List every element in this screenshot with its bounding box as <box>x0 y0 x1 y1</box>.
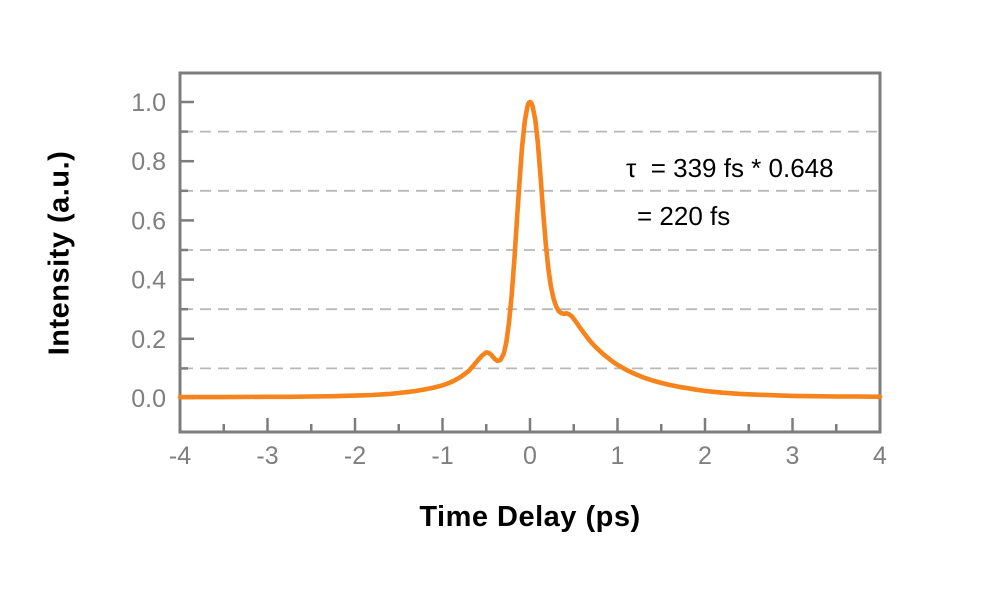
y-tick-label: 0.4 <box>131 267 166 295</box>
plot-box <box>178 71 882 434</box>
x-tick-label: 2 <box>698 442 712 470</box>
x-tick-label: -1 <box>431 442 453 470</box>
x-tick-label: 0 <box>523 442 537 470</box>
y-axis-title: Intensity (a.u.) <box>43 150 76 356</box>
x-tick-label: 3 <box>786 442 800 470</box>
x-tick-label: -2 <box>344 442 366 470</box>
y-tick-label: 0.8 <box>131 148 166 176</box>
y-tick-label: 1.0 <box>131 89 166 117</box>
x-tick-label: -3 <box>256 442 278 470</box>
x-tick-label: 1 <box>611 442 625 470</box>
x-tick-label: 4 <box>873 442 887 470</box>
x-axis-title: Time Delay (ps) <box>419 501 641 533</box>
y-tick-label: 0.0 <box>131 385 166 413</box>
y-tick-label: 0.6 <box>131 207 166 235</box>
data-curve <box>177 99 883 400</box>
annotation-line-1: τ = 339 fs * 0.648 <box>626 153 834 183</box>
annotation-line-2: = 220 fs <box>637 201 731 231</box>
y-tick-label: 0.2 <box>131 326 166 354</box>
x-tick-label: -4 <box>169 442 191 470</box>
